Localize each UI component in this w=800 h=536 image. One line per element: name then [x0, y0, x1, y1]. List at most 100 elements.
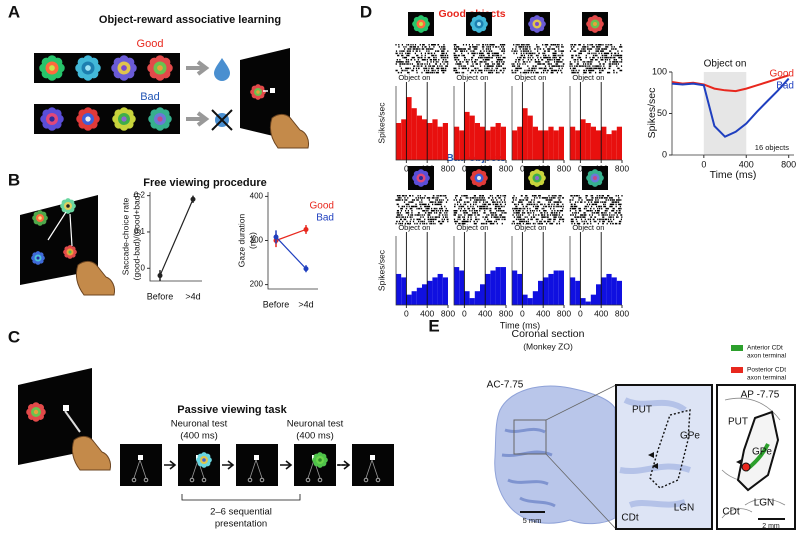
arrow: [186, 111, 210, 127]
x-tick-label: >4d: [185, 291, 200, 301]
histogram-bar: [606, 273, 612, 305]
posterior-terminal: [741, 462, 751, 472]
panel-title: Passive viewing task: [177, 404, 287, 416]
fixation: [270, 88, 275, 93]
histogram-bar: [411, 291, 417, 305]
object-center: [535, 176, 539, 180]
y-axis-label: Gaze duration: [236, 214, 246, 268]
region-label: LGN: [754, 498, 775, 509]
histogram-bar: [469, 115, 475, 160]
histogram-bar: [464, 291, 470, 305]
fixation: [63, 405, 69, 411]
y-axis-label: Spikes/sec: [376, 102, 386, 144]
reward-drop: [214, 58, 230, 81]
arrow: [164, 460, 177, 470]
fixation: [254, 455, 259, 460]
arrow: [186, 60, 210, 76]
histogram-bar: [543, 277, 549, 305]
object-center: [121, 116, 127, 122]
histogram-bar: [522, 294, 528, 305]
object-center: [477, 22, 481, 26]
histogram-bar: [585, 123, 591, 160]
legend-entry: Bad: [316, 213, 334, 224]
fixation: [370, 455, 375, 460]
eye: [259, 477, 265, 483]
histogram-bar: [580, 298, 586, 305]
series-line: [275, 236, 307, 270]
test-label: (400 ms): [180, 431, 217, 442]
x-tick-label: 800: [557, 308, 571, 318]
eye: [201, 477, 207, 483]
histogram-bar: [401, 277, 407, 305]
histogram-bar: [416, 287, 422, 305]
eye: [131, 477, 137, 483]
histogram-bar: [406, 97, 412, 160]
histogram-bar: [495, 267, 501, 305]
y-tick-label: 0.2: [134, 191, 146, 200]
histogram-bar: [442, 277, 448, 305]
histogram-bar: [570, 126, 576, 160]
raster: [453, 195, 507, 225]
y-tick-label: 50: [657, 108, 667, 118]
annotation: Object on: [572, 73, 604, 82]
histogram-bar: [454, 267, 460, 305]
eye: [305, 477, 311, 483]
gpe-outline: [649, 409, 691, 489]
object-center: [85, 116, 91, 122]
histogram-bar: [527, 298, 533, 305]
axis: [453, 86, 506, 161]
x-tick-label: Before: [147, 291, 174, 301]
raster: [395, 44, 449, 74]
histogram-bar: [490, 126, 496, 160]
y-tick-label: 100: [652, 66, 667, 76]
region-label: GPe: [752, 447, 772, 458]
histogram-bar: [459, 130, 465, 160]
legend-swatch: [731, 345, 743, 351]
histogram-bar: [575, 130, 581, 160]
bad-label: Bad: [140, 91, 160, 103]
scale-label: 2 mm: [762, 523, 780, 530]
hand: [71, 435, 111, 471]
object-center: [38, 216, 42, 220]
legend-entry: Good: [310, 201, 334, 212]
object-center: [477, 176, 481, 180]
raster: [511, 195, 565, 225]
legend-entry: axon terminal: [747, 375, 787, 382]
x-tick-label: Before: [263, 299, 290, 309]
panel-subtitle: (Monkey ZO): [523, 341, 573, 351]
data-point: [303, 266, 309, 272]
eye-lines: [365, 459, 379, 479]
x-tick-label: 800: [441, 163, 455, 173]
raster: [453, 44, 506, 74]
histogram-bar: [480, 284, 486, 305]
task-frame: [352, 444, 394, 486]
panel-title: Object-reward associative learning: [99, 14, 281, 26]
histogram-bar: [575, 280, 581, 305]
legend-swatch: [731, 367, 743, 373]
histogram-bar: [442, 123, 448, 160]
histogram-bar: [548, 273, 554, 305]
object-center: [157, 116, 163, 122]
histogram-bar: [437, 126, 443, 160]
histogram-bar: [558, 126, 564, 160]
histogram-bar: [553, 130, 559, 160]
task-frame: [236, 444, 278, 486]
histogram-bar: [616, 280, 622, 305]
annotation: Object on: [704, 59, 747, 70]
region-label: PUT: [728, 417, 748, 428]
axis: [267, 192, 318, 290]
legend-entry: Posterior CDt: [747, 367, 786, 374]
region-label: LGN: [674, 503, 695, 514]
histogram-bar: [500, 126, 506, 160]
annotation: Object on: [456, 73, 488, 82]
axis: [395, 236, 448, 306]
histogram-bar: [485, 273, 491, 305]
histogram-bar: [464, 111, 470, 160]
object-center: [419, 176, 423, 180]
x-tick-label: 800: [557, 163, 571, 173]
sequence-label: presentation: [215, 519, 267, 530]
histogram-bar: [437, 273, 443, 305]
pointer: [648, 452, 658, 469]
